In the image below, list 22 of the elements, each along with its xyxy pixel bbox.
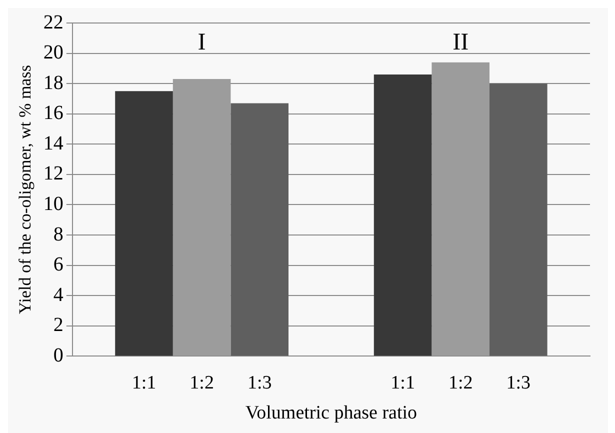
y-tick-label: 22 [43, 11, 64, 34]
text: 1:1 [390, 372, 415, 394]
y-tick-label: 18 [43, 72, 64, 94]
y-tick-label: 6 [53, 254, 64, 276]
y-tick-label: 8 [53, 223, 64, 246]
y-axis-title: Yield of the co-oligomer, wt % mass [16, 65, 35, 314]
y-tick-label: 12 [43, 162, 64, 185]
y-tick-label: 10 [43, 192, 64, 215]
x-axis-title: Volumetric phase ratio [245, 402, 418, 424]
series-label: 1:3 [247, 372, 272, 394]
y-tick-label: 14 [43, 132, 64, 154]
x-tick-label: II [452, 29, 469, 56]
series-label: 1:1 [132, 372, 156, 394]
text: 1:3 [506, 372, 531, 394]
y-tick-label: 20 [43, 42, 64, 64]
y-tick-label: 16 [43, 102, 64, 124]
x-tick-label: I [198, 29, 206, 56]
y-tick-label: 4 [53, 284, 64, 306]
series-label: 1:2 [190, 372, 214, 394]
text: 1:2 [448, 372, 473, 394]
y-tick-label: 2 [53, 314, 64, 336]
y-tick-label: 0 [53, 344, 64, 366]
